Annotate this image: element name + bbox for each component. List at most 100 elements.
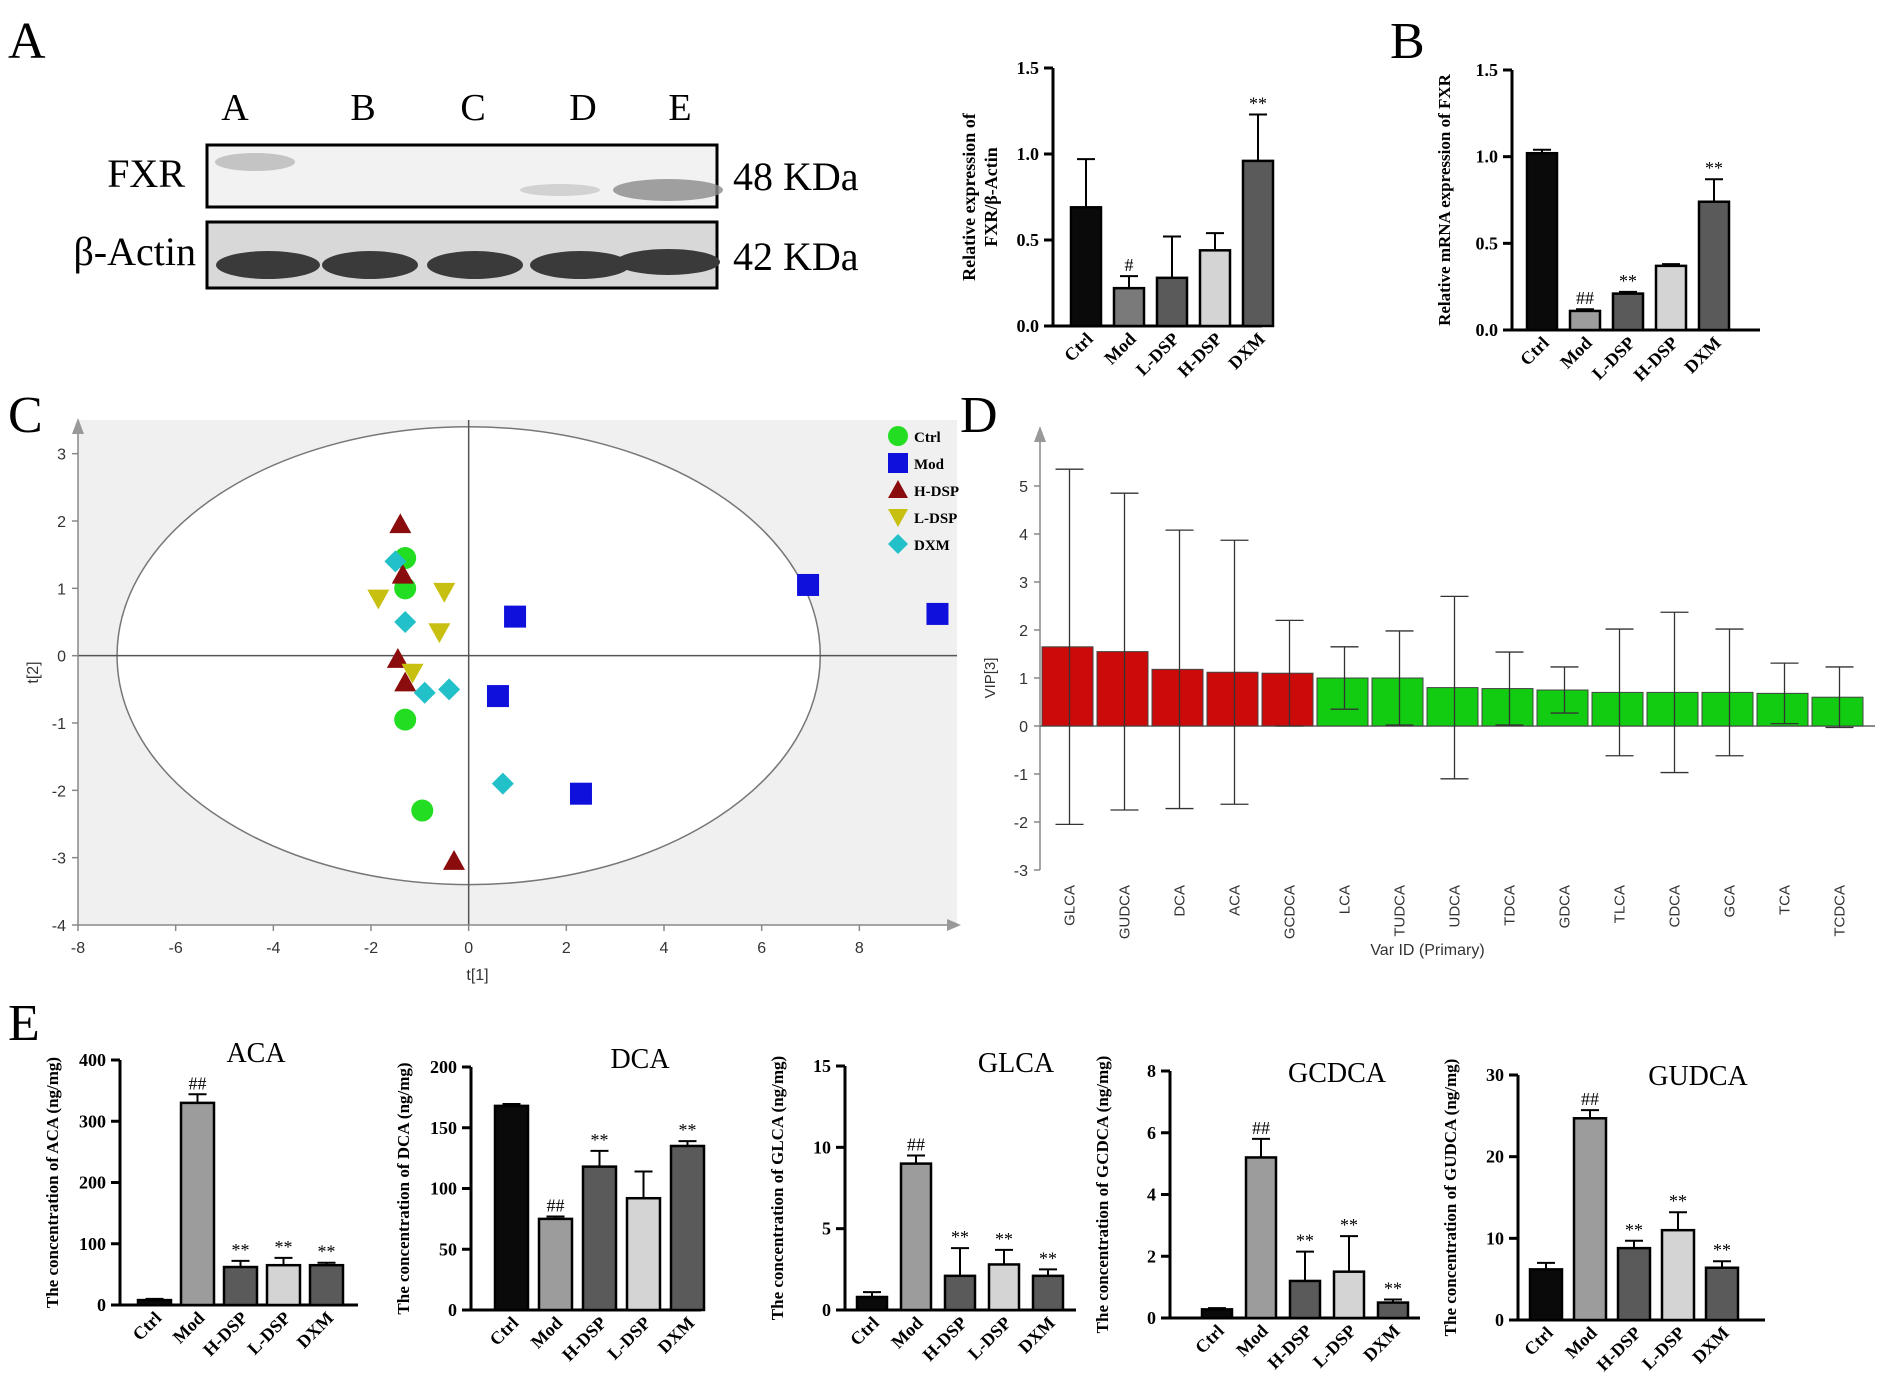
x-tick-label: -2 [364,940,378,957]
point-DXM [491,772,514,795]
y-tick-label: -4 [52,918,66,935]
y-tick-label: 6 [1147,1123,1156,1143]
x-tick-label: 4 [660,940,669,957]
fxr-band-a [215,153,295,171]
bar-DXM [1704,1266,1740,1322]
x-tick-label: DXM [1014,1313,1059,1358]
x-tick-label: DXM [1688,1323,1733,1368]
x-tick-label: Ctrl [1520,1323,1557,1360]
x-tick-label: GCA [1722,885,1739,918]
y-tick-label: 0 [822,1300,831,1320]
bar-L-DSP [1155,276,1189,328]
y-tick-label: 1.0 [1476,147,1499,167]
x-tick-label: DXM [654,1313,699,1358]
bar-Ctrl [1200,1308,1234,1320]
chart-gudca: 0 10 20 30 The concentration of GUDCA (ng/mg… [1441,1059,1765,1375]
bar-H-DSP [1288,1279,1322,1320]
y-tick-label: 0.5 [1476,233,1499,253]
significance-mark: ** [1713,1240,1731,1260]
bar-H-DSP [1198,249,1232,328]
y-axis-label: The concentration of GUDCA (ng/mg) [1441,1059,1460,1337]
y-tick-label: 100 [430,1179,457,1199]
fxr-band-d [520,184,600,196]
y-tick-label: 0.5 [1017,230,1040,250]
point-Mod [486,685,509,708]
point-Ctrl [411,799,434,822]
x-tick-label: TUDCA [1392,885,1409,937]
significance-mark: ** [951,1227,969,1247]
x-tick-label: TCDCA [1832,885,1849,937]
point-Mod [797,573,820,596]
point-L-DSP [401,663,424,684]
y-tick-label: 0.0 [1017,316,1040,336]
actin-band-b [322,251,418,279]
legend-label: DXM [914,538,950,554]
y-tick-label: 4 [1019,527,1028,544]
significance-mark: ** [1625,1220,1643,1240]
x-axis-label: Var ID (Primary) [1370,942,1484,959]
y-tick-label: 100 [79,1234,106,1254]
bar-Mod [1112,286,1146,328]
vip-bar-TCA [1756,692,1809,727]
y-tick-label: 0 [1147,1308,1156,1328]
legend-label: Mod [914,457,945,473]
x-tick-label: H-DSP [1593,1323,1645,1375]
y-tick-label: 200 [430,1057,457,1077]
x-tick-label: ACA [1227,885,1244,916]
panel-letter-b: B [1390,13,1425,70]
bar-H-DSP [1654,264,1688,332]
point-L-DSP [428,623,451,644]
y-tick-label: 10 [813,1137,831,1157]
x-tick-label: TDCA [1502,885,1519,926]
bar-DXM [1031,1274,1065,1312]
point-H-DSP [391,563,414,584]
y-tick-label: 4 [1147,1185,1156,1205]
y-tick-label: 1 [57,581,66,598]
bar-Mod [537,1217,574,1312]
bar-Ctrl [1525,151,1559,332]
bar-L-DSP [1332,1270,1366,1320]
bar-Ctrl [1528,1268,1564,1322]
actin-size-label: 42 KDa [733,234,859,279]
x-tick-label: GCDCA [1282,885,1299,939]
actin-band-a [216,251,320,279]
vip-bar-UDCA [1426,687,1479,727]
vip-bar-TDCA [1481,688,1534,727]
y-axis-arrow [72,418,84,434]
vip-bar-TCDCA [1811,696,1864,727]
vip-bar-ACA [1206,671,1259,727]
x-tick-label: DXM [1224,329,1269,374]
y-tick-label: 50 [439,1239,457,1259]
y-tick-label: 0 [448,1300,457,1320]
significance-mark: ** [275,1237,293,1257]
legend-marker-H-DSP [888,480,908,498]
x-tick-label: H-DSP [558,1313,610,1365]
y-tick-label: 150 [430,1118,457,1138]
y-tick-label: 200 [79,1173,106,1193]
lane-label-c: C [460,87,485,129]
lane-label-b: B [350,87,375,129]
chart-title: GUDCA [1648,1061,1748,1092]
bar-H-DSP [222,1265,259,1307]
y-tick-label: 5 [1019,479,1028,496]
x-tick-label: LCA [1337,885,1354,914]
significance-mark: ** [591,1130,609,1150]
actin-band-d [530,251,630,279]
y-tick-label: 0 [57,649,66,666]
y-axis-label: The concentration of GLCA (ng/mg) [768,1056,787,1320]
bar-Ctrl [855,1295,889,1312]
point-DXM [438,678,461,701]
chart-aca: 0 100 200 300 400 The concentration of ACA (n… [43,1038,358,1360]
x-tick-label: L-DSP [1638,1323,1689,1374]
x-tick-label: Ctrl [1060,329,1097,366]
bar-Ctrl [1069,206,1103,328]
chart-mrna: 0.0 0.5 1.0 1.5 Relative mRNA expression of … [1435,60,1760,385]
x-tick-label: 0 [464,940,473,957]
chart-gcdca: 0 2 4 6 8 The concentration of GCDCA (ng/mg) G… [1093,1056,1420,1373]
y-axis-label: The concentration of DCA (ng/mg) [394,1062,413,1314]
x-axis-arrow [947,919,961,931]
x-tick-label: GLCA [1062,885,1079,926]
significance-mark: ## [907,1134,925,1154]
vip-bar-CDCA [1646,691,1699,727]
panel-letter-e: E [8,995,40,1052]
